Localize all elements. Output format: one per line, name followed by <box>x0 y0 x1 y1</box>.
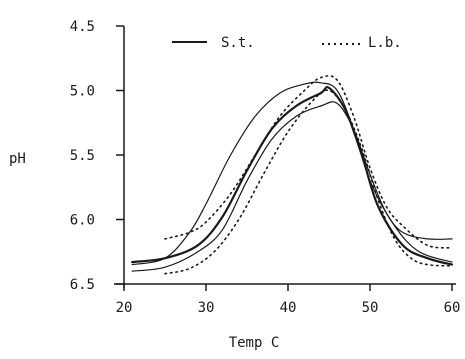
y-tick-label: 5.0 <box>70 84 95 100</box>
axes: 4.5 5.0 5.5 6.0 6.5 20 30 40 50 60 <box>70 19 461 316</box>
y-tick-label: 5.5 <box>70 148 95 164</box>
x-tick-label: 50 <box>362 300 379 316</box>
x-tick-label: 30 <box>198 300 215 316</box>
x-tick-label: 40 <box>280 300 297 316</box>
series-line-st-3 <box>131 101 453 272</box>
series-line-lb-5 <box>164 89 453 275</box>
y-tick-label: 6.5 <box>70 277 95 293</box>
y-axis-title: pH <box>9 151 26 167</box>
x-tick-label: 20 <box>116 300 133 316</box>
y-tick-label: 6.0 <box>70 213 95 229</box>
series-line-lb-4 <box>164 75 453 249</box>
legend-label-lb: L.b. <box>368 35 402 51</box>
legend-label-st: S.t. <box>221 35 255 51</box>
legend: S.t. L.b. <box>172 35 402 51</box>
series-group <box>131 75 454 275</box>
x-axis-title: Temp C <box>229 335 280 351</box>
x-tick-label: 60 <box>444 300 461 316</box>
y-tick-label: 4.5 <box>70 19 95 35</box>
